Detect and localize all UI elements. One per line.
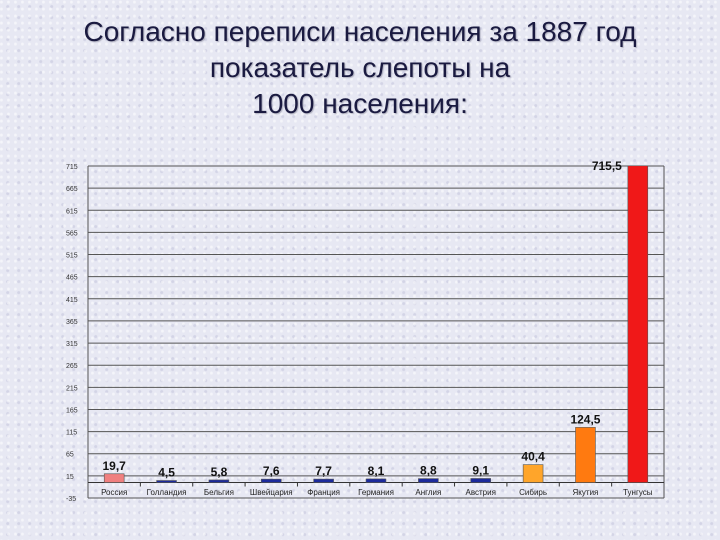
y-tick-label: 565 <box>66 230 78 237</box>
y-tick-label: 215 <box>66 385 78 392</box>
bar <box>627 165 649 483</box>
bar <box>313 478 334 483</box>
category-label: Австрия <box>466 488 496 497</box>
data-label: 124,5 <box>570 412 600 426</box>
y-tick-label: 65 <box>66 452 74 459</box>
y-tick-label: 515 <box>66 253 78 260</box>
data-label: 19,7 <box>103 459 127 473</box>
slide-title: Согласно переписи населения за 1887 год … <box>0 14 720 122</box>
bar <box>522 464 544 483</box>
data-label: 8,1 <box>368 464 385 478</box>
category-label: Германия <box>358 488 394 497</box>
data-label: 5,8 <box>211 465 228 479</box>
data-label: 7,7 <box>315 464 332 478</box>
y-tick-label: 365 <box>66 319 78 326</box>
category-label: Россия <box>101 488 127 497</box>
title-line-2: показатель слепоты на <box>209 52 511 83</box>
category-label: Англия <box>415 488 441 497</box>
data-label: 7,6 <box>263 464 280 478</box>
data-label: 40,4 <box>521 450 545 464</box>
category-label: Швейцария <box>250 488 293 497</box>
bar <box>418 478 439 483</box>
bar <box>575 427 596 483</box>
bar <box>470 478 491 483</box>
y-tick-label: 115 <box>66 430 77 437</box>
title-line-3: 1000 населения: <box>252 88 468 119</box>
category-label: Якутия <box>573 488 599 497</box>
bar <box>208 479 230 483</box>
y-tick-label: 715 <box>66 164 78 171</box>
y-tick-label: 615 <box>66 208 78 215</box>
y-tick-label: 165 <box>66 407 78 414</box>
data-label: 8,8 <box>420 464 437 478</box>
y-tick-label: 415 <box>66 297 78 304</box>
bar <box>156 480 177 483</box>
bar <box>261 478 282 483</box>
data-label: 715,5 <box>592 159 622 173</box>
category-label: Франция <box>307 488 340 497</box>
category-label: Тунгусы <box>623 488 653 497</box>
bar <box>103 473 125 483</box>
category-label: Сибирь <box>519 488 547 497</box>
y-tick-label: 315 <box>66 341 78 348</box>
y-tick-label: 15 <box>66 474 74 481</box>
y-tick-label: 465 <box>66 275 78 282</box>
category-label: Бельгия <box>204 488 234 497</box>
bar <box>365 478 387 483</box>
y-tick-label: 665 <box>66 186 78 193</box>
data-label: 4,5 <box>158 466 175 480</box>
category-label: Голландия <box>147 488 187 497</box>
data-label: 9,1 <box>472 463 489 477</box>
y-tick-label: 265 <box>66 363 78 370</box>
title-line-1: Согласно переписи населения за 1887 год <box>83 16 637 47</box>
y-tick-label: -35 <box>66 496 76 503</box>
